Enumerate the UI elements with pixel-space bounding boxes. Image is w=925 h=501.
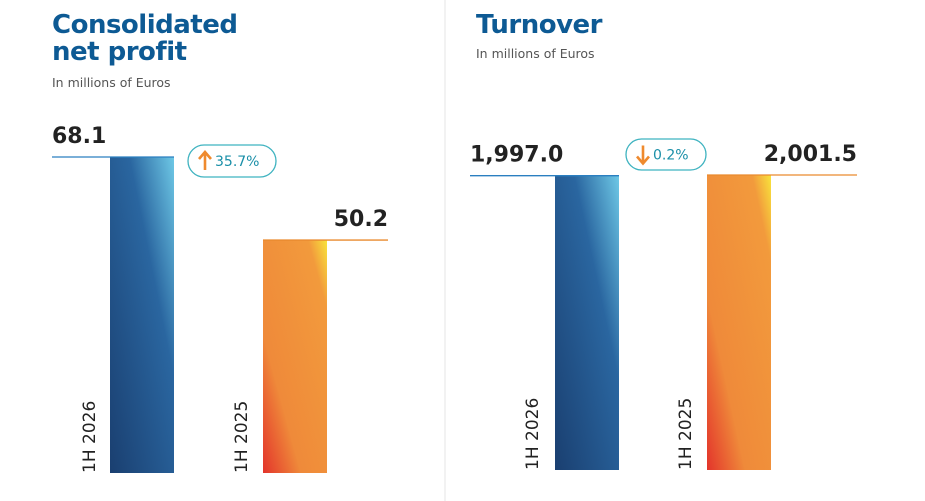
x-tick-label: 1H 2025 bbox=[676, 398, 696, 470]
chart-title: Turnover bbox=[476, 10, 603, 40]
change-arrow bbox=[198, 150, 212, 170]
value-label: 2,001.5 bbox=[764, 142, 857, 167]
bar bbox=[263, 240, 327, 473]
value-label: 68.1 bbox=[52, 124, 106, 149]
chart-subtitle: In millions of Euros bbox=[476, 46, 595, 61]
change-badge bbox=[625, 138, 707, 171]
x-tick-label: 1H 2026 bbox=[523, 398, 543, 470]
value-label: 1,997.0 bbox=[470, 143, 563, 168]
change-label: 0.2% bbox=[653, 148, 689, 164]
change-label: 35.7% bbox=[215, 154, 259, 170]
bar bbox=[555, 175, 619, 470]
change-arrow bbox=[636, 145, 650, 166]
chart-subtitle: In millions of Euros bbox=[52, 75, 171, 90]
chart-title: Consolidated net profit bbox=[52, 10, 238, 67]
bar bbox=[110, 157, 174, 473]
value-label: 50.2 bbox=[334, 207, 388, 232]
change-badge bbox=[187, 144, 277, 178]
x-tick-label: 1H 2025 bbox=[232, 401, 252, 473]
bar bbox=[707, 175, 771, 470]
x-tick-label: 1H 2026 bbox=[80, 401, 100, 473]
